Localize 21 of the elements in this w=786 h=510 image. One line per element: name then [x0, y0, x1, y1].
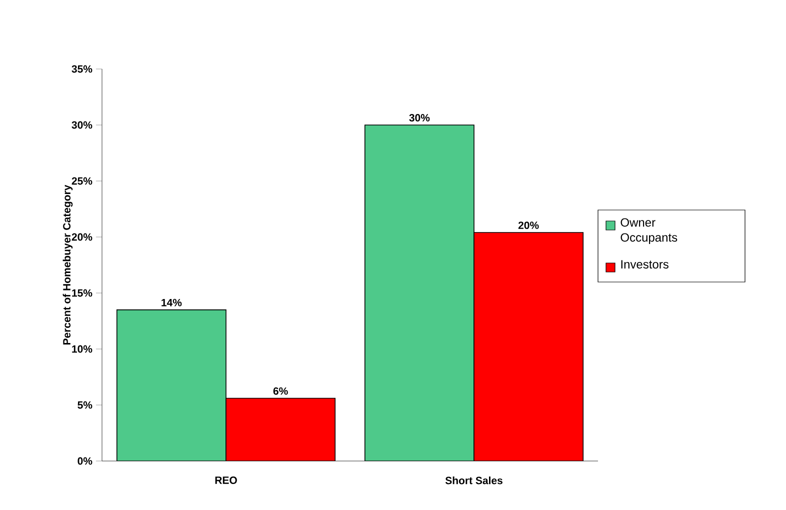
data-label: 6% — [273, 387, 288, 395]
y-tick-label: 5% — [78, 401, 92, 409]
y-tick-label: 20% — [72, 233, 92, 241]
data-label: 14% — [162, 298, 182, 306]
bar — [116, 309, 226, 461]
legend-label: Owner Occupants — [620, 218, 678, 244]
y-tick-label: 25% — [72, 177, 92, 185]
y-tick-label: 30% — [72, 121, 92, 129]
x-tick-label: REO — [215, 476, 237, 484]
bar — [474, 232, 584, 461]
bar — [226, 398, 336, 461]
x-tick-label: Short Sales — [445, 476, 502, 484]
y-tick-label: 0% — [78, 457, 92, 465]
y-tick-label: 35% — [72, 65, 92, 73]
data-label: 20% — [518, 222, 539, 230]
y-tick-label: 15% — [72, 289, 92, 297]
legend-label: Investors — [621, 260, 668, 269]
y-axis-title: Percent of Homebuyer Category — [62, 184, 73, 345]
y-tick-label: 10% — [72, 345, 92, 353]
bar — [364, 124, 474, 461]
data-label: 30% — [409, 114, 430, 122]
